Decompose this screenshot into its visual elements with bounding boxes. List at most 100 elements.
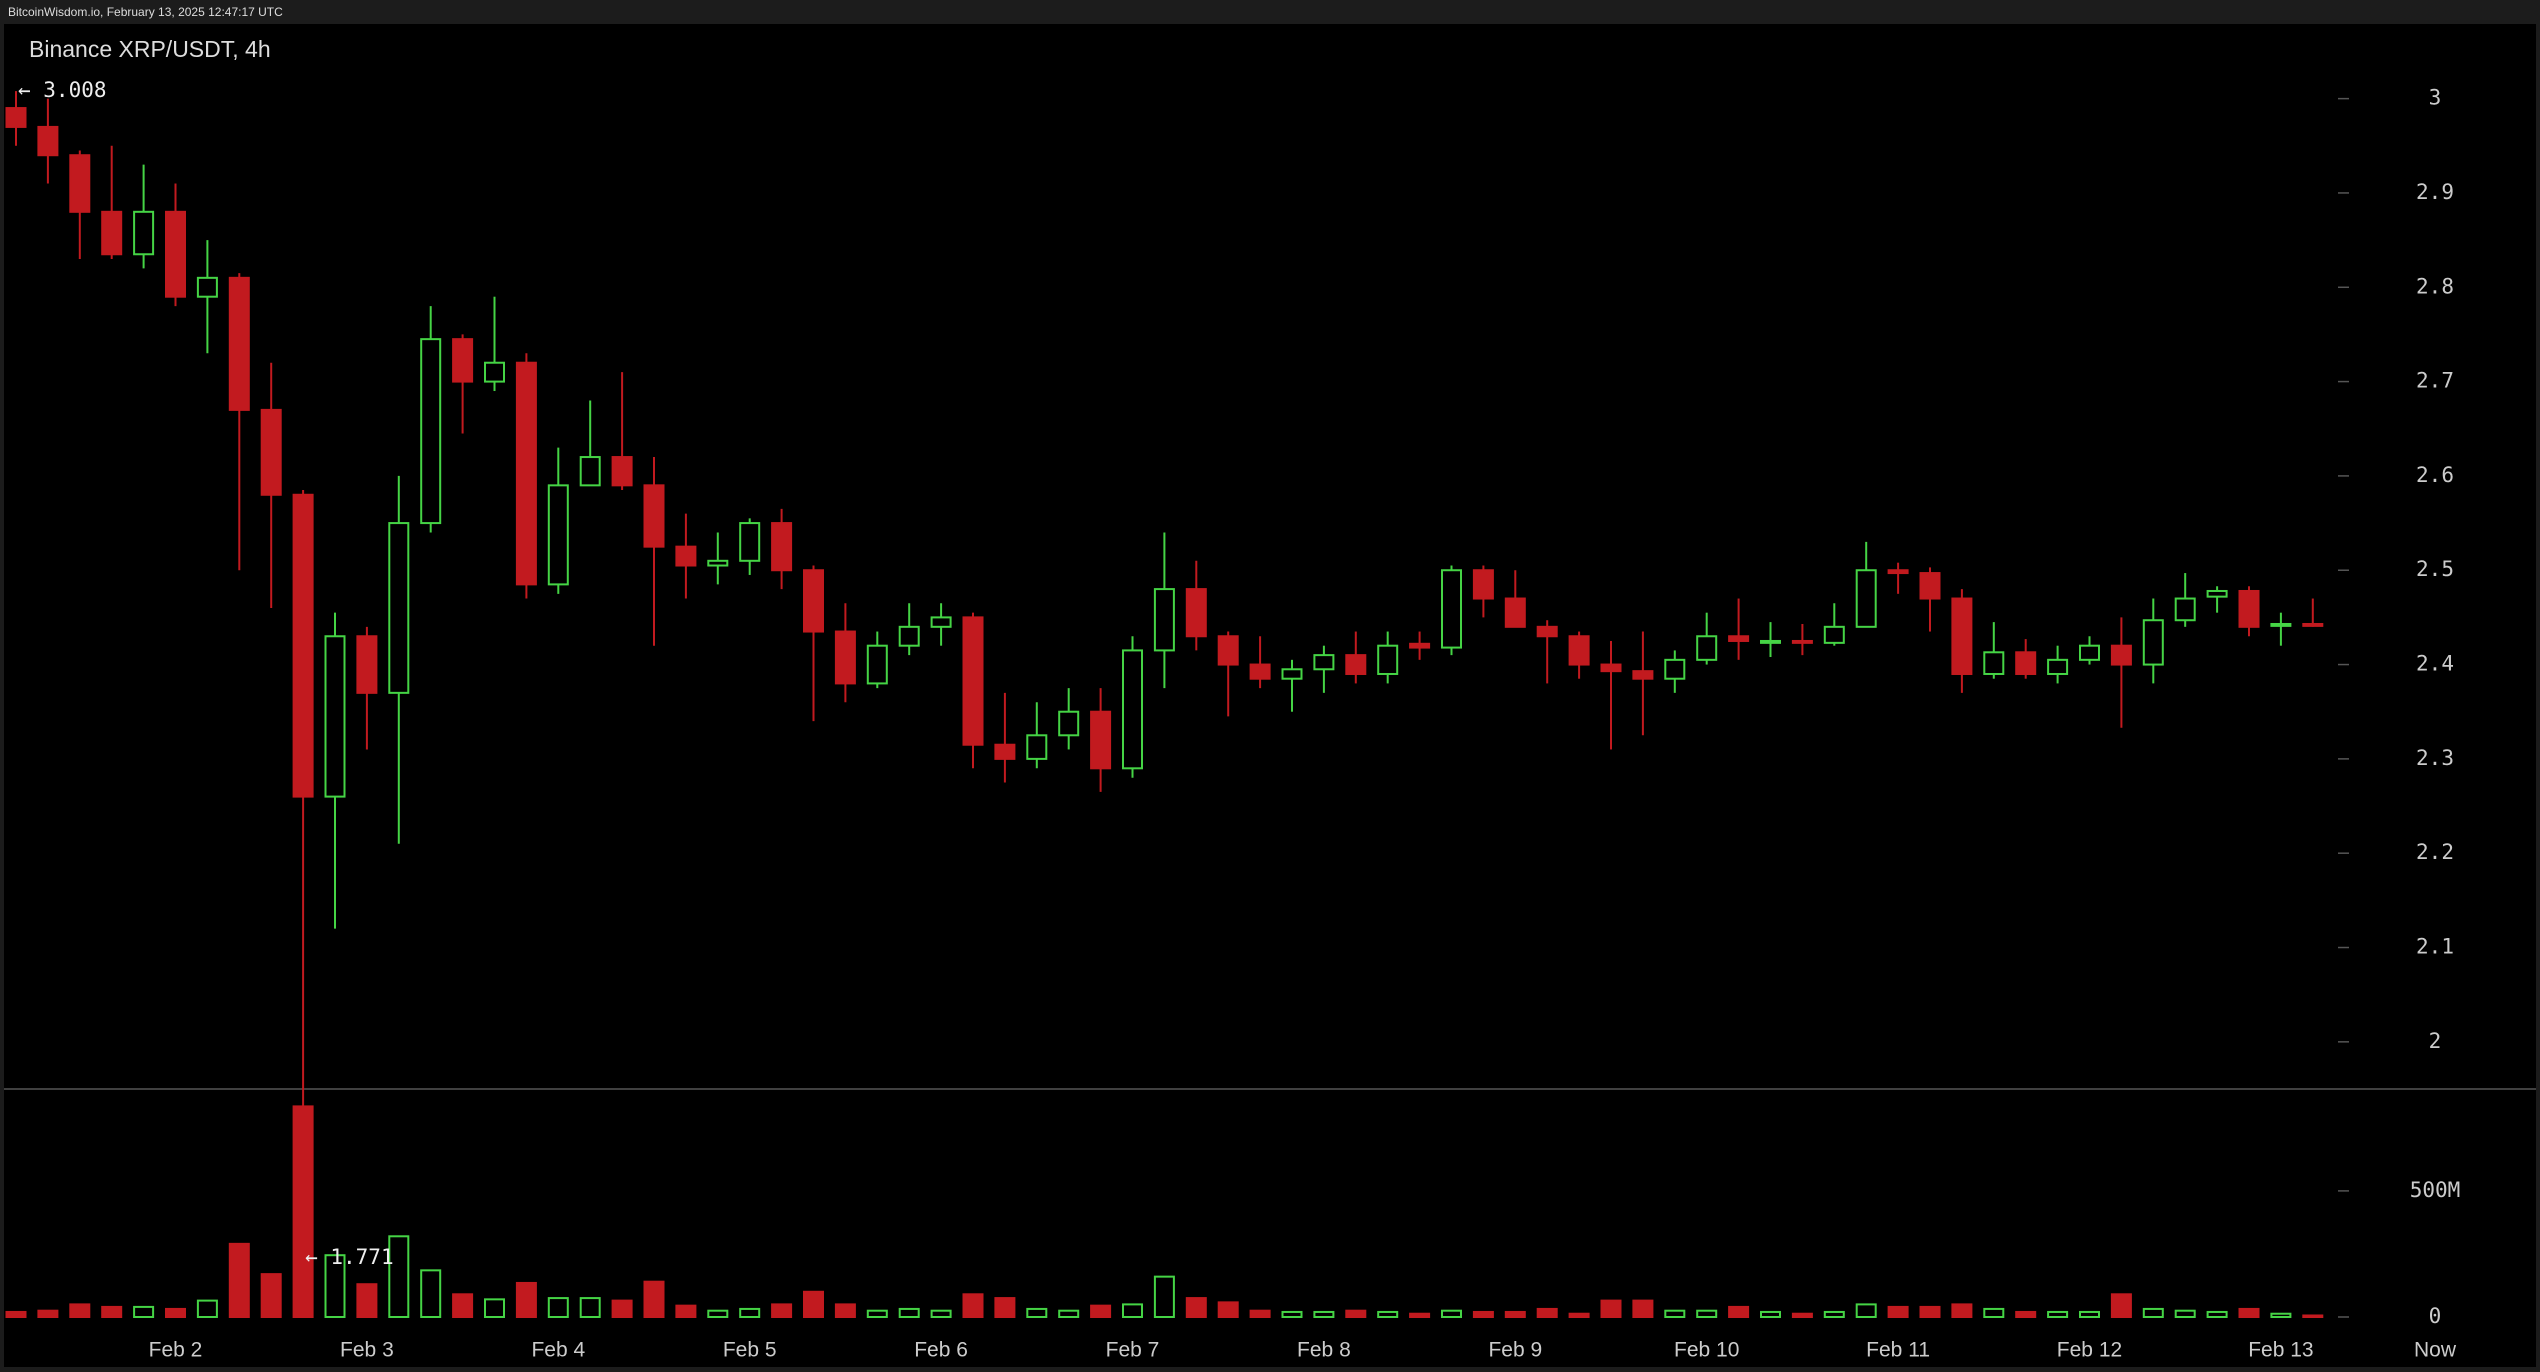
volume-bar <box>898 1307 920 1318</box>
x-tick-label: Feb 11 <box>1866 1339 1930 1362</box>
x-tick-label: Feb 10 <box>1674 1339 1739 1362</box>
volume-bar <box>1217 1301 1239 1319</box>
candle-body <box>1951 597 1973 675</box>
volume-bar <box>69 1303 91 1319</box>
volume-bar <box>1919 1305 1941 1318</box>
candle-body <box>1185 588 1207 638</box>
volume-bar <box>547 1297 569 1319</box>
candle-body <box>484 361 505 383</box>
candle-body <box>1058 710 1080 737</box>
candle-body <box>1377 644 1399 675</box>
volume-bar <box>1377 1310 1399 1319</box>
volume-bar <box>388 1235 410 1318</box>
volume-bar <box>1568 1312 1590 1318</box>
candle-body <box>834 630 856 685</box>
volume-bar <box>133 1305 155 1318</box>
extreme-annotation: ← 3.008 <box>18 78 107 102</box>
candle-body <box>101 210 123 256</box>
volume-bar <box>866 1309 888 1319</box>
volume-bar <box>1760 1310 1781 1319</box>
candle-body <box>930 616 952 628</box>
candle-body <box>1504 597 1526 628</box>
candle-body <box>1919 572 1941 600</box>
candle-body <box>1632 670 1654 680</box>
volume-bar <box>2142 1307 2164 1318</box>
volume-bar <box>2047 1310 2069 1319</box>
x-tick-label: Feb 8 <box>1297 1339 1351 1362</box>
candle-body <box>1664 658 1686 680</box>
x-tick-label: Feb 12 <box>2057 1339 2122 1362</box>
volume-bar <box>2270 1312 2292 1318</box>
y-tick-label: 2.1 <box>2416 935 2454 959</box>
candle-body <box>771 522 793 572</box>
volume-bar <box>1345 1309 1367 1319</box>
chart-title: Binance XRP/USDT, 4h <box>29 36 271 62</box>
volume-bar <box>2079 1310 2100 1319</box>
x-tick-label: Feb 13 <box>2248 1339 2313 1362</box>
volume-bar <box>101 1305 123 1318</box>
candle-body <box>1153 588 1175 652</box>
volume-bar <box>994 1297 1016 1319</box>
x-tick-label: Feb 4 <box>531 1339 585 1362</box>
candle-body <box>388 522 410 694</box>
volume-bar <box>2206 1310 2228 1319</box>
y-tick-label: 2.7 <box>2416 369 2454 393</box>
candle-body <box>675 545 697 567</box>
volume-bar <box>1951 1303 1973 1319</box>
volume-bar <box>2174 1309 2196 1319</box>
candle-body <box>1122 649 1143 770</box>
x-tick-label: Feb 6 <box>914 1339 968 1362</box>
volume-bar <box>1026 1307 1048 1318</box>
candle-body <box>1983 651 2005 675</box>
candle-body <box>165 210 186 298</box>
volume-bar <box>930 1309 952 1319</box>
candle-body <box>2079 644 2100 661</box>
volume-bar <box>1472 1310 1494 1319</box>
volume-bar <box>196 1299 218 1319</box>
candle-body <box>898 625 920 647</box>
candle-body <box>1249 663 1271 680</box>
volume-bar <box>324 1254 346 1319</box>
candle-body <box>1409 642 1431 649</box>
volume-bar <box>2238 1307 2260 1318</box>
volume-bar <box>1090 1304 1112 1318</box>
y-tick-label: 3 <box>2429 86 2442 110</box>
volume-bar <box>1855 1303 1877 1319</box>
y-tick-label: 2.3 <box>2416 746 2454 770</box>
volume-bar <box>707 1309 729 1319</box>
y-tick-label: 2.9 <box>2416 180 2454 204</box>
volume-bar <box>1728 1305 1750 1318</box>
candle-body <box>2174 597 2196 622</box>
candle-body <box>1760 639 1781 644</box>
candle-body <box>452 338 474 383</box>
volume-bar <box>675 1304 697 1318</box>
candle-body <box>707 559 729 567</box>
volume-bar <box>739 1307 761 1318</box>
candle-body <box>1472 569 1494 600</box>
candle-body <box>547 484 569 586</box>
y-tick-label: 2.2 <box>2416 840 2454 864</box>
candle-body <box>1855 569 1877 628</box>
x-tick-label: Feb 5 <box>723 1339 777 1362</box>
volume-bar <box>2110 1293 2132 1319</box>
volume-bar <box>1887 1305 1909 1318</box>
candle-body <box>1600 663 1622 673</box>
candle-body <box>292 493 314 798</box>
x-tick-label: Feb 3 <box>340 1339 394 1362</box>
volume-bar <box>1185 1297 1207 1319</box>
volume-bar <box>1983 1307 2005 1318</box>
candle-body <box>420 338 442 525</box>
y-tick-label: 2.5 <box>2416 557 2454 581</box>
y-tick-label: 2 <box>2429 1029 2442 1053</box>
candle-body <box>739 522 761 562</box>
volume-bar <box>420 1269 442 1318</box>
candle-body <box>1823 625 1845 644</box>
volume-bar <box>1281 1310 1303 1319</box>
candle-body <box>579 456 601 487</box>
volume-bar <box>611 1299 633 1319</box>
volume-bar <box>1823 1310 1845 1319</box>
volume-bar <box>1153 1275 1175 1318</box>
candle-body <box>2142 619 2164 666</box>
volume-bar <box>1536 1307 1558 1318</box>
volume-tick-label: 0 <box>2429 1304 2442 1328</box>
